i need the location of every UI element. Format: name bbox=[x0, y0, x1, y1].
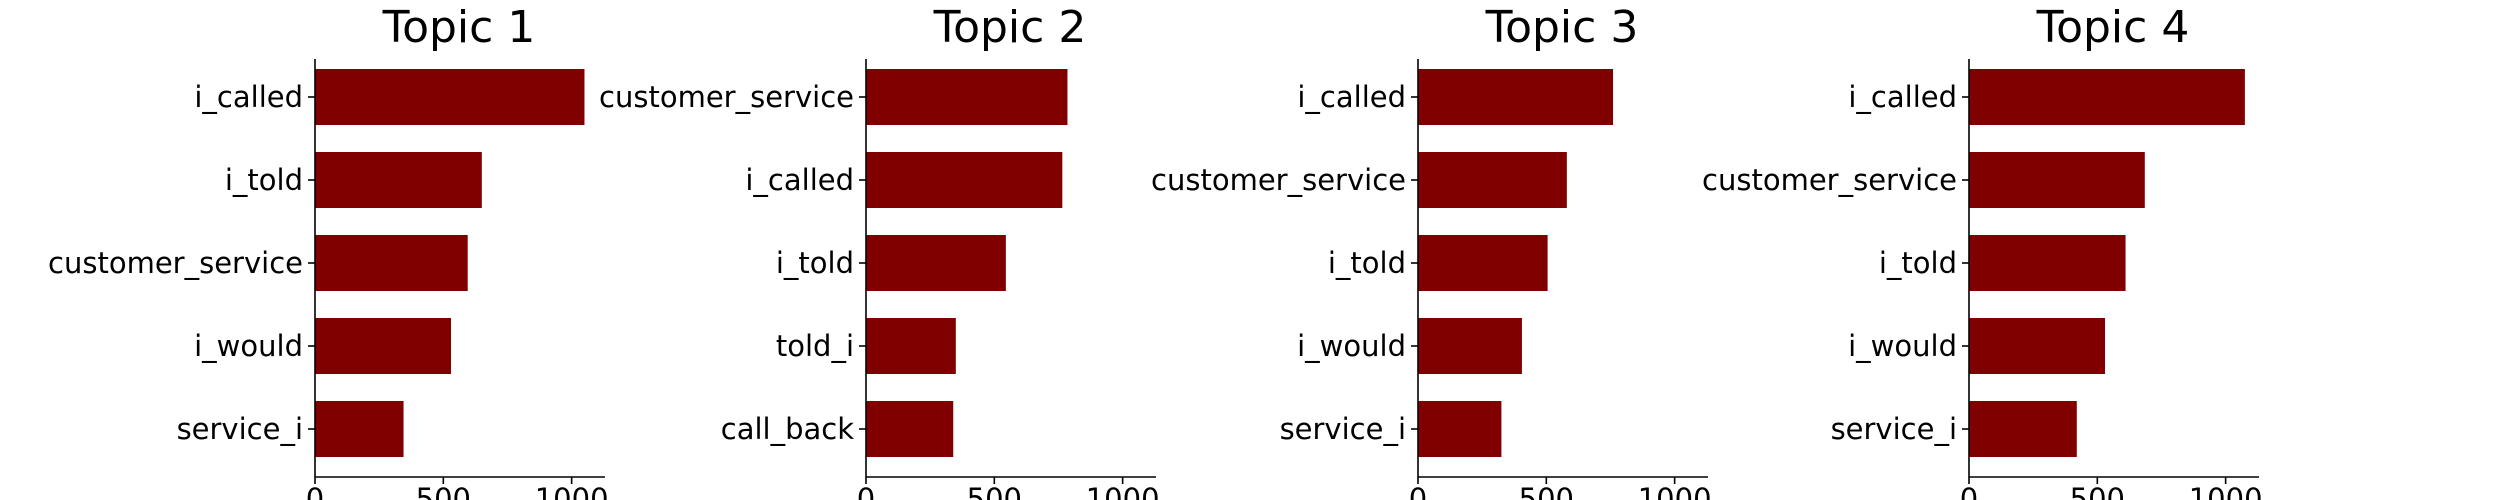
x-tick-label: 500 bbox=[416, 482, 471, 500]
x-tick-label: 500 bbox=[1519, 482, 1574, 500]
category-label: i_told bbox=[776, 246, 854, 280]
category-label: i_called bbox=[745, 163, 854, 197]
category-label: i_told bbox=[1879, 246, 1957, 280]
bar bbox=[866, 401, 954, 457]
category-label: call_back bbox=[721, 412, 854, 446]
x-tick-label: 1000 bbox=[1638, 482, 1712, 500]
x-tick-label: 1000 bbox=[535, 482, 609, 500]
x-tick-label: 1000 bbox=[1086, 482, 1160, 500]
category-label: i_told bbox=[1328, 246, 1406, 280]
bar bbox=[1418, 318, 1522, 374]
bar bbox=[1969, 235, 2126, 291]
category-label: customer_service bbox=[1702, 163, 1957, 197]
category-label: i_would bbox=[1848, 329, 1957, 363]
x-tick-label: 1000 bbox=[2189, 482, 2263, 500]
chart-panel-4: Topic 4 i_called customer_service i_told i_w… bbox=[1702, 2, 2262, 500]
bar bbox=[315, 401, 404, 457]
bar bbox=[1418, 401, 1502, 457]
bar bbox=[315, 152, 482, 208]
bar bbox=[315, 235, 468, 291]
bar bbox=[1418, 152, 1567, 208]
bar bbox=[1969, 318, 2106, 374]
category-label: customer_service bbox=[48, 246, 303, 280]
bar bbox=[866, 235, 1006, 291]
chart-title: Topic 3 bbox=[1485, 2, 1639, 53]
chart-panel-1: Topic 1 i_called i_told customer_service i_w… bbox=[48, 2, 608, 500]
chart-title: Topic 4 bbox=[2036, 2, 2190, 53]
bar bbox=[866, 69, 1068, 125]
x-tick-label: 500 bbox=[2070, 482, 2125, 500]
category-label: i_called bbox=[1848, 80, 1957, 114]
bar bbox=[1418, 69, 1614, 125]
x-tick-label: 0 bbox=[306, 482, 324, 500]
category-label: i_would bbox=[194, 329, 303, 363]
x-tick-label: 500 bbox=[967, 482, 1022, 500]
bar bbox=[1969, 152, 2145, 208]
bar bbox=[1969, 401, 2077, 457]
chart-panel-2: Topic 2 customer_service i_called i_toldtol… bbox=[599, 2, 1159, 500]
chart-title: Topic 1 bbox=[382, 2, 536, 53]
chart-panel-3: Topic 3 i_called customer_service i_told i_w… bbox=[1151, 2, 1711, 500]
category-label: i_told bbox=[225, 163, 303, 197]
bar bbox=[1418, 235, 1548, 291]
x-tick-label: 0 bbox=[1960, 482, 1978, 500]
bar bbox=[1969, 69, 2245, 125]
bar bbox=[866, 152, 1063, 208]
category-label: customer_service bbox=[1151, 163, 1406, 197]
category-label: customer_service bbox=[599, 80, 854, 114]
category-label: i_called bbox=[194, 80, 303, 114]
category-label: told_i bbox=[776, 329, 854, 363]
category-label: service_i bbox=[1280, 412, 1406, 446]
x-tick-label: 0 bbox=[1409, 482, 1427, 500]
category-label: i_would bbox=[1297, 329, 1406, 363]
bar bbox=[866, 318, 956, 374]
category-label: service_i bbox=[1831, 412, 1957, 446]
category-label: service_i bbox=[177, 412, 303, 446]
bar bbox=[315, 69, 585, 125]
x-tick-label: 0 bbox=[857, 482, 875, 500]
bar bbox=[315, 318, 452, 374]
chart-title: Topic 2 bbox=[933, 2, 1087, 53]
category-label: i_called bbox=[1297, 80, 1406, 114]
